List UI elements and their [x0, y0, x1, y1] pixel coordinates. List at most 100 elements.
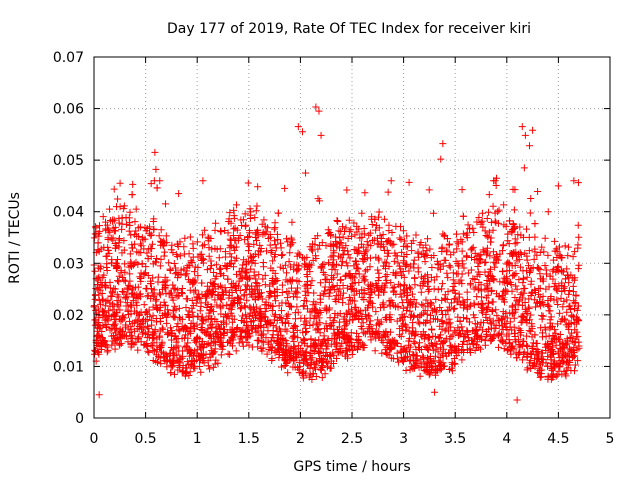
data-point — [328, 321, 336, 329]
data-point — [383, 339, 391, 347]
data-point — [306, 321, 314, 329]
data-point — [169, 249, 177, 257]
data-point — [182, 331, 190, 339]
data-point — [230, 206, 238, 214]
data-point — [254, 327, 262, 335]
data-point — [308, 376, 316, 383]
data-point — [102, 252, 110, 260]
data-point — [564, 361, 572, 369]
data-point — [240, 292, 248, 300]
data-point — [516, 223, 524, 231]
data-point — [336, 291, 344, 299]
data-point — [519, 274, 527, 282]
data-point — [235, 339, 243, 347]
data-point — [115, 272, 123, 280]
data-point — [564, 252, 572, 260]
data-point — [430, 305, 438, 313]
data-point — [96, 265, 104, 273]
data-point — [123, 290, 131, 298]
data-point — [103, 221, 111, 229]
data-point — [550, 357, 558, 365]
data-point — [491, 263, 499, 271]
data-point — [167, 289, 175, 297]
data-point — [427, 300, 435, 308]
data-point — [117, 298, 125, 306]
data-point — [422, 319, 430, 327]
data-point — [128, 191, 136, 199]
data-point — [189, 319, 197, 327]
data-point — [358, 209, 366, 217]
data-point — [244, 323, 252, 331]
data-point — [523, 332, 531, 340]
data-point — [107, 292, 115, 300]
data-point — [549, 343, 557, 351]
data-point — [91, 267, 99, 275]
data-point — [252, 207, 260, 215]
data-point — [443, 235, 451, 243]
data-point — [478, 209, 486, 217]
data-point — [194, 295, 202, 303]
data-point — [408, 290, 416, 298]
data-point — [127, 231, 135, 239]
data-point — [539, 292, 547, 300]
data-point — [322, 349, 330, 357]
data-point — [379, 299, 387, 307]
data-point — [490, 258, 498, 266]
data-point — [157, 238, 165, 246]
data-point — [494, 208, 502, 216]
data-point — [563, 265, 571, 273]
data-point — [197, 368, 205, 376]
data-point — [504, 237, 512, 245]
data-point — [297, 314, 305, 322]
data-point — [227, 259, 235, 267]
data-point — [552, 285, 560, 293]
data-point — [517, 313, 525, 321]
data-point — [542, 285, 550, 293]
data-point — [444, 307, 452, 315]
data-point — [372, 222, 380, 230]
data-point — [222, 287, 230, 295]
data-point — [154, 358, 162, 366]
data-point — [410, 352, 418, 360]
data-point — [540, 248, 548, 256]
data-point — [264, 224, 272, 232]
data-point — [463, 305, 471, 313]
data-point — [203, 266, 211, 274]
data-point — [185, 313, 193, 321]
data-point — [270, 225, 278, 233]
data-point — [406, 283, 414, 291]
data-point — [102, 225, 110, 233]
data-point — [330, 286, 338, 294]
data-point — [320, 260, 328, 268]
data-point — [244, 333, 252, 341]
data-point — [376, 232, 384, 240]
data-point — [399, 304, 407, 312]
data-point — [398, 293, 406, 301]
data-point — [325, 259, 333, 267]
data-point — [115, 278, 123, 286]
data-point — [141, 224, 149, 232]
data-point — [375, 213, 383, 221]
data-point — [521, 131, 529, 139]
data-point — [278, 289, 286, 297]
data-point — [211, 275, 219, 283]
data-point — [366, 254, 374, 262]
data-point — [457, 236, 465, 244]
data-point — [201, 226, 209, 234]
data-point — [108, 341, 116, 349]
data-point — [129, 319, 137, 327]
data-point — [485, 208, 493, 216]
data-point — [449, 269, 457, 277]
data-point — [344, 262, 352, 270]
data-point — [506, 347, 514, 355]
data-point — [522, 308, 530, 316]
data-point — [438, 317, 446, 325]
data-point — [524, 364, 532, 372]
data-point — [118, 287, 126, 295]
data-point — [349, 315, 357, 323]
data-point — [102, 320, 110, 328]
data-point — [433, 340, 441, 348]
data-point — [437, 155, 445, 163]
data-point — [380, 303, 388, 311]
data-point — [271, 278, 279, 286]
